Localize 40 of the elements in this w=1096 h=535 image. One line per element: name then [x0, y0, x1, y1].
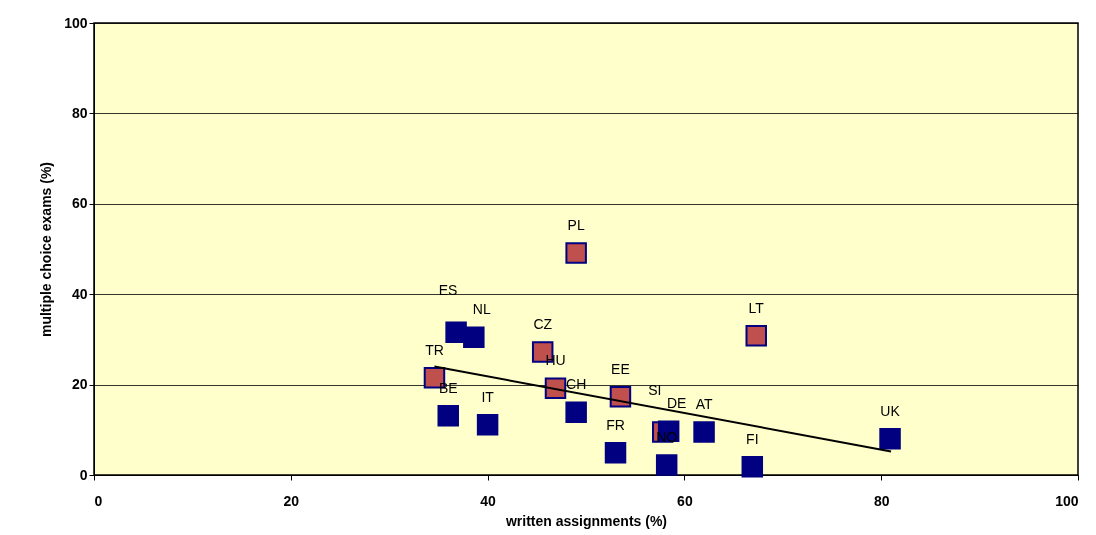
y-axis-title: multiple choice exams (%): [38, 161, 55, 338]
point: [604, 442, 627, 464]
annotation: FI: [746, 430, 759, 447]
annotation: NL: [472, 301, 491, 318]
point: [879, 428, 901, 450]
point: [693, 421, 715, 443]
annotation: PL: [567, 217, 585, 234]
y-tick-label: 40: [71, 285, 88, 302]
annotation: AT: [695, 396, 713, 413]
point: [463, 326, 485, 348]
x-tick-label: 0: [94, 492, 103, 509]
x-tick-label: 100: [1055, 492, 1079, 509]
annotation: FR: [606, 416, 625, 433]
annotation: HU: [545, 352, 566, 369]
annotation: SI: [648, 382, 662, 399]
point: [565, 401, 587, 423]
x-tick-label: 40: [480, 492, 497, 509]
y-tick-label: 0: [79, 466, 88, 483]
y-tick-label: 100: [64, 14, 88, 31]
x-tick-label: 20: [283, 492, 300, 509]
point: [437, 405, 459, 427]
point: [476, 414, 499, 436]
x-axis-title: written assignments (%): [504, 512, 668, 529]
annotation: DE: [666, 395, 687, 412]
annotation: ES: [438, 282, 458, 299]
y-tick-label: 60: [71, 195, 88, 212]
point: [655, 454, 678, 476]
annotation: CZ: [533, 316, 553, 333]
annotation: EE: [611, 360, 630, 377]
annotation: LT: [748, 299, 765, 316]
x-tick-label: 60: [677, 492, 693, 509]
y-tick-label: 20: [71, 376, 88, 393]
y-tick-label: 80: [71, 104, 88, 121]
annotation: UK: [880, 402, 901, 419]
point: [741, 456, 764, 478]
point: [745, 325, 767, 347]
point: [565, 242, 587, 264]
annotation: TR: [425, 341, 444, 358]
x-tick-label: 80: [873, 492, 890, 509]
annotation: IT: [481, 388, 495, 405]
